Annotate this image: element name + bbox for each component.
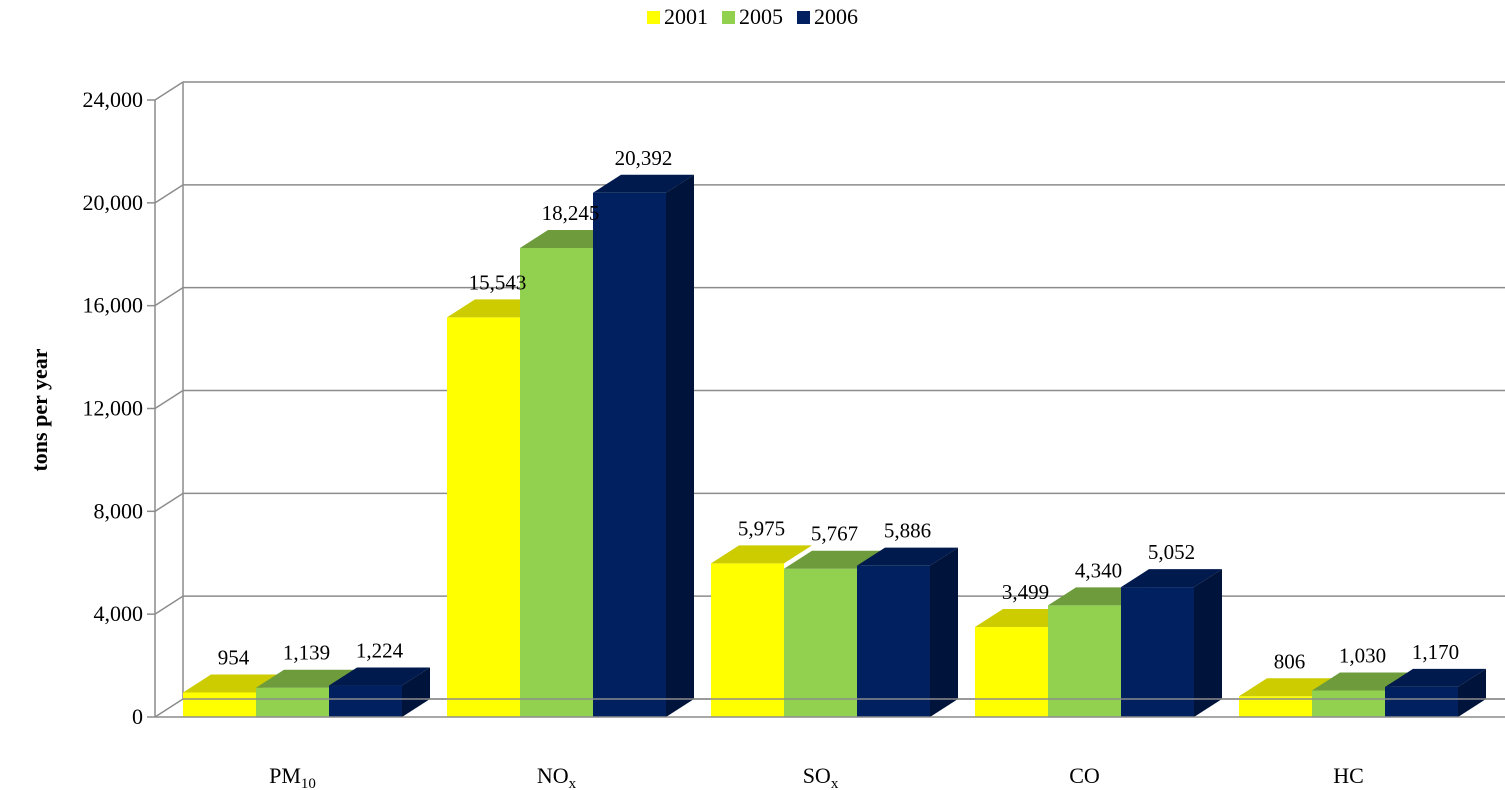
bar-top-2005 — [256, 669, 357, 688]
data-label-2005: 5,767 — [811, 522, 858, 546]
data-label-2005: 18,245 — [542, 201, 600, 225]
bar-2005 — [1312, 690, 1385, 717]
data-label-2006: 5,886 — [884, 519, 931, 543]
bar-2006 — [1121, 587, 1194, 717]
legend-item-2001: 2001 — [647, 4, 708, 30]
bar-side-2006 — [1458, 668, 1486, 717]
gridline-connector — [154, 81, 184, 101]
data-label-2006: 1,170 — [1412, 640, 1459, 664]
gridline-connector — [154, 389, 184, 410]
bar-2005 — [784, 568, 857, 717]
bar-2001 — [183, 692, 256, 717]
x-category-label: SOx — [803, 763, 839, 790]
bar-2001 — [447, 317, 520, 717]
bar-side-2006 — [666, 174, 694, 717]
bar-top-2006 — [857, 547, 958, 566]
legend-swatch-2005 — [722, 10, 735, 24]
legend-item-2005: 2005 — [722, 4, 783, 30]
bar-top-2006 — [1385, 668, 1486, 687]
data-label-2005: 1,139 — [283, 641, 330, 665]
legend-label-2006: 2006 — [814, 4, 858, 29]
data-label-2001: 15,543 — [469, 270, 527, 294]
data-label-2005: 1,030 — [1339, 644, 1386, 668]
legend-label-2005: 2005 — [739, 4, 783, 29]
data-label-2006: 5,052 — [1148, 540, 1195, 564]
data-label-2001: 806 — [1274, 649, 1306, 673]
bar-top-2006 — [1121, 569, 1222, 588]
data-label-2006: 20,392 — [615, 146, 673, 170]
bar-top-2006 — [593, 174, 694, 193]
data-label-2001: 5,975 — [738, 516, 785, 540]
y-tick-label: 16,000 — [83, 293, 144, 318]
bar-2006 — [857, 565, 930, 717]
gridline-connector — [154, 492, 184, 512]
legend-swatch-2006 — [797, 10, 810, 24]
bar-2001 — [975, 627, 1048, 717]
bar-2006 — [1385, 686, 1458, 717]
bar-side-2006 — [930, 547, 958, 717]
bar-top-2006 — [329, 667, 430, 686]
bar-2006 — [329, 685, 402, 717]
y-tick-label: 12,000 — [83, 396, 144, 421]
x-category-label: CO — [1069, 763, 1100, 788]
bar-2005 — [1048, 605, 1121, 717]
y-tick-label: 20,000 — [83, 190, 144, 215]
x-category-label: HC — [1333, 763, 1364, 788]
x-category-label: PM10 — [269, 763, 316, 790]
bar-top-2001 — [711, 545, 812, 564]
gridline-connector — [154, 184, 184, 204]
y-tick-label: 24,000 — [83, 87, 144, 112]
y-tick-label: 8,000 — [94, 498, 144, 523]
y-tick-label: 0 — [132, 704, 143, 729]
bar-side-2006 — [1194, 569, 1222, 717]
gridline-connector — [154, 287, 184, 307]
legend-item-2006: 2006 — [797, 4, 858, 30]
gridline-connector — [154, 698, 184, 718]
y-tick-label: 4,000 — [94, 601, 144, 626]
gridline-connector — [154, 595, 184, 615]
data-label-2001: 3,499 — [1002, 580, 1049, 604]
bar-2005 — [256, 687, 329, 717]
data-label-2005: 4,340 — [1075, 558, 1122, 582]
legend-label-2001: 2001 — [664, 4, 708, 29]
legend: 2001 2005 2006 — [0, 4, 1505, 30]
data-label-2006: 1,224 — [356, 639, 404, 663]
bar-2001 — [1239, 696, 1312, 717]
legend-swatch-2001 — [647, 10, 660, 24]
bar-side-2006 — [402, 667, 430, 717]
x-category-label: NOx — [537, 763, 577, 790]
bar-2005 — [520, 247, 593, 717]
data-label-2001: 954 — [218, 645, 250, 669]
bar-2001 — [711, 563, 784, 717]
bar-2006 — [593, 192, 666, 717]
